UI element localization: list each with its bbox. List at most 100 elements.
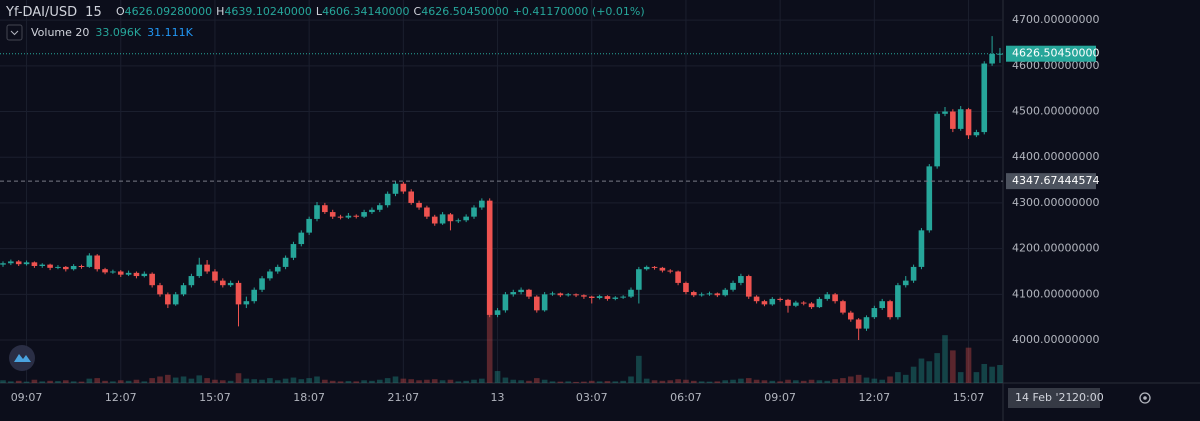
volume-bar	[910, 366, 917, 383]
volume-bar	[785, 379, 791, 383]
volume-bar	[581, 381, 587, 383]
candle-body	[950, 111, 956, 129]
volume-bar	[345, 381, 352, 383]
settings-icon[interactable]	[1139, 392, 1151, 404]
candle-body	[698, 294, 705, 296]
volume-bar	[965, 347, 972, 383]
volume-bar	[863, 377, 870, 383]
volume-bar	[777, 381, 783, 383]
volume-bar	[667, 380, 674, 383]
candle-body	[510, 292, 517, 295]
volume-bar	[39, 381, 46, 383]
volume-bar	[94, 378, 100, 383]
crosshair-date: 14 Feb '21	[1015, 391, 1073, 404]
volume-legend: Volume 20 33.096K 31.111K	[31, 26, 194, 39]
candle-body	[290, 244, 297, 258]
candle-body	[267, 271, 273, 279]
volume-bar	[369, 380, 375, 383]
crosshair-time-box	[1008, 388, 1100, 408]
volume-bar	[816, 380, 823, 383]
candle-body	[15, 261, 22, 265]
x-tick-label: 12:07	[105, 391, 137, 404]
volume-bar	[306, 378, 312, 383]
volume-bar	[408, 379, 414, 383]
candle-body	[329, 212, 336, 217]
candle-body	[785, 299, 791, 306]
x-tick-label: 13	[491, 391, 505, 404]
candle-body	[691, 292, 697, 296]
collapse-button[interactable]	[6, 24, 23, 41]
candle-body	[125, 272, 132, 275]
y-tick-label: 4300.00000000	[1012, 196, 1099, 209]
volume-bar	[86, 378, 93, 383]
candle-body	[400, 183, 407, 192]
interval: 15	[85, 5, 102, 20]
volume-value: 33.096K	[95, 26, 141, 39]
volume-bar	[800, 380, 807, 383]
volume-bar	[510, 379, 517, 383]
volume-bar	[745, 378, 752, 383]
candle-body	[102, 269, 108, 273]
candle-body	[651, 266, 658, 268]
candle-body	[706, 293, 713, 295]
candle-body	[227, 282, 234, 286]
candle-body	[94, 255, 100, 270]
candle-body	[518, 289, 524, 293]
volume-bar	[628, 376, 634, 383]
candle-body	[8, 261, 14, 264]
volume-bar	[902, 374, 909, 383]
crosshair-time: 20:00	[1072, 391, 1104, 404]
volume-bar	[125, 380, 132, 383]
candle-body	[879, 301, 885, 309]
ohlc-key: H	[216, 5, 224, 18]
candle-body	[455, 220, 462, 222]
volume-bar	[259, 379, 265, 383]
volume-bar	[78, 381, 85, 383]
candle-body	[683, 282, 689, 293]
volume-bar	[165, 374, 171, 383]
volume-bar	[871, 378, 878, 383]
candles	[0, 36, 1003, 341]
candle-body	[957, 109, 964, 129]
candle-body	[643, 266, 650, 270]
volume-bar	[808, 379, 815, 383]
candle-body	[235, 282, 242, 305]
candle-body	[769, 298, 776, 305]
candle-body	[816, 298, 823, 308]
candle-body	[259, 278, 265, 290]
marker-price-box	[1006, 173, 1096, 190]
candle-body	[659, 267, 666, 271]
volume-bar	[23, 381, 30, 383]
candle-body	[573, 294, 579, 296]
marker-price-label: 4347.67444574	[1012, 174, 1099, 187]
candle-body	[675, 271, 681, 283]
candle-body	[895, 285, 901, 318]
candle-body	[965, 109, 972, 136]
candle-body	[23, 262, 30, 265]
candle-body	[141, 273, 148, 277]
volume-bar	[8, 381, 14, 383]
candle-body	[78, 265, 85, 267]
candle-body	[306, 218, 312, 233]
candle-body	[549, 293, 556, 295]
candle-body	[526, 289, 532, 297]
volume-bar	[675, 379, 681, 383]
volume-bar	[997, 365, 1003, 383]
y-tick-label: 4100.00000000	[1012, 287, 1099, 300]
volume-bar	[769, 380, 776, 383]
volume-ma: 31.111K	[147, 26, 193, 39]
x-tick-label: 12:07	[858, 391, 890, 404]
volume-bar	[596, 381, 603, 383]
volume-bar	[377, 379, 383, 383]
candle-body	[39, 264, 46, 266]
candle-body	[408, 191, 414, 203]
candle-body	[31, 262, 38, 266]
candle-body	[934, 113, 940, 167]
volume-bar	[698, 381, 705, 383]
volume-bar	[486, 298, 493, 383]
volume-bar	[588, 380, 595, 383]
candle-body	[910, 266, 917, 281]
volume-bar	[431, 379, 438, 383]
ohlc-key: L	[316, 5, 323, 18]
